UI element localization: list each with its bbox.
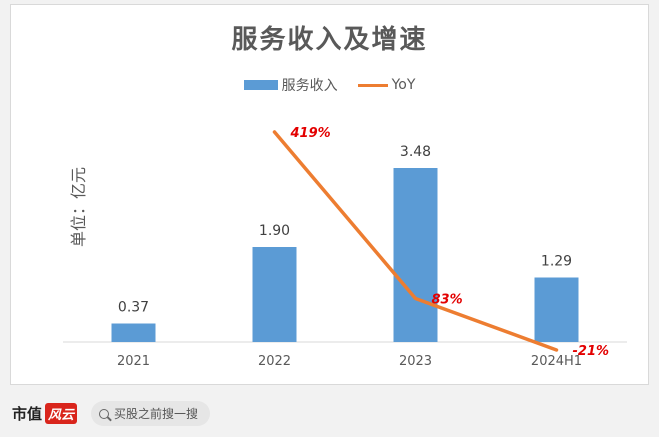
bar-2021	[111, 323, 156, 342]
logo-text: 市值	[12, 405, 43, 423]
x-tick-2021: 2021	[117, 354, 150, 369]
yoy-label-2024H1: -21%	[573, 344, 610, 359]
bar-2023	[393, 168, 438, 342]
chart-card: 服务收入及增速 服务收入 YoY 单位：亿元 0.37 2021 1.90 2022 3…	[10, 4, 649, 385]
legend-label-line: YoY	[391, 77, 416, 93]
legend-item-bar: 服务收入	[243, 75, 338, 95]
x-tick-2022: 2022	[258, 354, 291, 369]
yoy-line	[272, 130, 559, 352]
legend-swatch-bar	[243, 80, 278, 90]
chart-title: 服务收入及增速	[231, 25, 428, 55]
legend-swatch-line	[357, 83, 388, 87]
logo-badge: 风云	[45, 403, 78, 424]
x-tick-2023: 2023	[399, 354, 432, 369]
chart-plot: 0.37 2021 1.90 2022 3.48 2023 1.29 2024H1 419% 83…	[63, 126, 627, 369]
bar-label-2024H1: 1.29	[541, 254, 572, 270]
bar-label-2022: 1.90	[259, 223, 290, 239]
bar-label-2023: 3.48	[400, 144, 431, 160]
chart-legend: 服务收入 YoY	[11, 75, 648, 95]
x-tick-2024H1: 2024H1	[531, 354, 582, 369]
legend-item-line: YoY	[357, 77, 416, 93]
legend-label-bar: 服务收入	[281, 78, 338, 94]
bar-label-2021: 0.37	[118, 300, 149, 316]
search-text: 买股之前搜一搜	[114, 407, 199, 421]
search-icon	[99, 408, 110, 419]
yoy-label-2022: 419%	[290, 126, 331, 141]
bar-2022	[252, 247, 297, 342]
yoy-label-2023: 83%	[432, 292, 463, 307]
footer-bar: 市值 风云 买股之前搜一搜	[0, 390, 659, 437]
bar-2024H1	[534, 277, 579, 342]
brand-logo[interactable]: 市值 风云	[12, 403, 78, 424]
search-box[interactable]: 买股之前搜一搜	[91, 401, 211, 426]
